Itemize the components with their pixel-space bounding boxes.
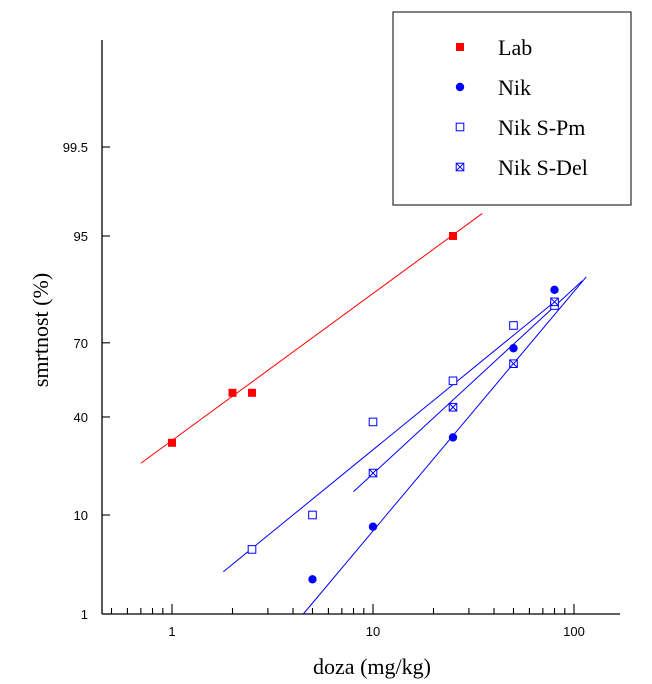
data-point [455, 122, 465, 132]
y-axis-ticks: 1 10 40 70 95 99.5 [63, 140, 110, 622]
data-point [455, 82, 465, 92]
marker-shape [448, 433, 458, 442]
data-point [247, 545, 257, 554]
data-markers [168, 232, 559, 584]
fit-line [353, 280, 583, 492]
legend-item: Lab [456, 35, 532, 60]
marker-shape [448, 232, 457, 240]
data-point [456, 43, 464, 51]
marker-cross [509, 359, 518, 368]
data-point [308, 510, 317, 520]
y-axis-title: smrtnost (%) [28, 273, 53, 387]
x-axis-ticks: 1 10 100 [110, 604, 585, 639]
data-point [448, 376, 458, 386]
data-point [448, 433, 458, 442]
fit-line [222, 301, 555, 573]
x-tick-label: 10 [366, 624, 380, 639]
data-point [368, 522, 378, 531]
legend-label: Lab [498, 35, 532, 60]
x-tick-label: 100 [563, 624, 585, 639]
marker-shape [247, 545, 257, 554]
data-point [168, 438, 176, 447]
legend-label: Nik S-Pm [498, 115, 585, 140]
marker-shape [455, 82, 465, 92]
marker-cross [368, 468, 378, 478]
fit-line [302, 276, 587, 615]
data-point [228, 388, 237, 397]
marker-shape [368, 417, 378, 427]
marker-shape [509, 344, 518, 353]
data-point [368, 417, 378, 427]
data-point [550, 297, 559, 307]
marker-shape [455, 122, 465, 132]
fit-line [140, 213, 483, 464]
data-point [509, 359, 518, 368]
marker-shape [550, 285, 559, 295]
marker-cross [550, 297, 559, 307]
y-tick-label: 10 [74, 508, 88, 523]
legend-item: Nik S-Del [455, 155, 588, 180]
y-tick-label: 95 [74, 229, 88, 244]
y-tick-label: 99.5 [63, 140, 88, 155]
marker-shape [448, 376, 458, 386]
y-tick-label: 40 [74, 410, 88, 425]
marker-shape [228, 388, 237, 397]
marker-shape [168, 438, 176, 447]
legend-item: Nik S-Pm [455, 115, 585, 140]
fit-lines [140, 213, 587, 615]
marker-cross [455, 162, 465, 172]
data-point [509, 344, 518, 353]
marker-shape [247, 388, 256, 397]
legend-box [392, 11, 632, 206]
data-point [448, 402, 458, 412]
x-axis-title: doza (mg/kg) [313, 654, 431, 679]
marker-shape [308, 510, 317, 520]
data-point [448, 232, 457, 240]
x-tick-label: 1 [168, 624, 175, 639]
legend-item: Nik [455, 75, 531, 100]
plot-area: 1 10 100 1 10 40 70 95 99.5 [63, 40, 620, 639]
y-tick-label: 1 [81, 607, 88, 622]
data-point [368, 468, 378, 478]
data-point [247, 388, 256, 397]
legend-label: Nik [498, 75, 531, 100]
marker-shape [308, 575, 317, 584]
legend-label: Nik S-Del [498, 155, 588, 180]
data-point [308, 575, 317, 584]
data-point [550, 285, 559, 295]
marker-cross [448, 403, 458, 412]
marker-shape [368, 522, 378, 531]
data-point [455, 162, 465, 172]
marker-shape [456, 43, 464, 51]
legend: Lab Nik Nik S-Pm Nik S-Del [392, 11, 632, 206]
y-tick-label: 70 [74, 336, 88, 351]
legend-items: Lab Nik Nik S-Pm Nik S-Del [455, 35, 588, 180]
data-point [509, 321, 518, 330]
marker-shape [509, 321, 518, 330]
